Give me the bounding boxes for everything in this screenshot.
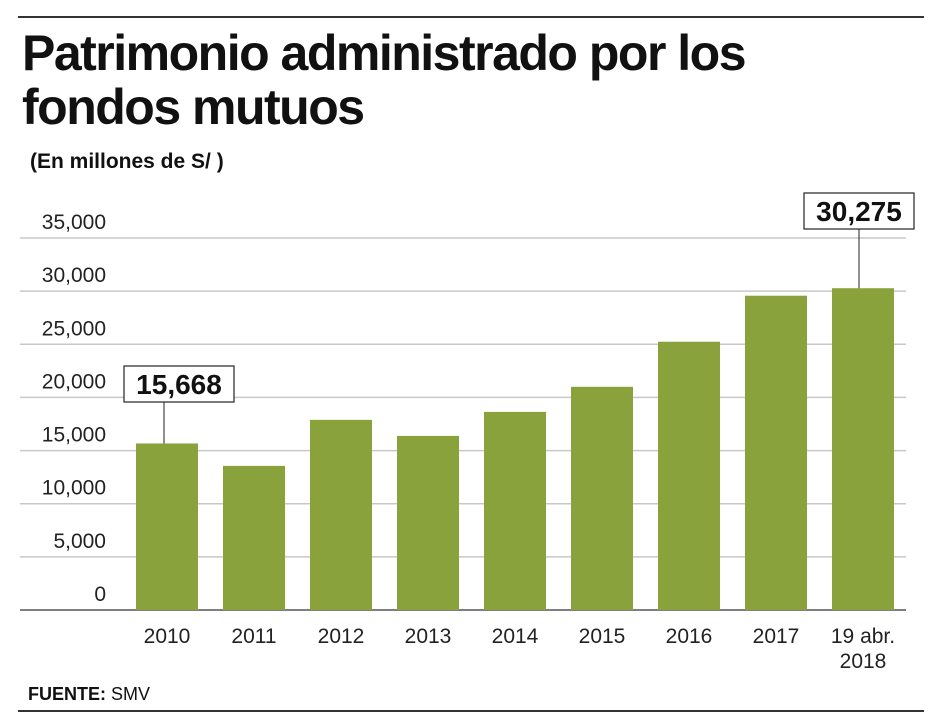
x-tick-label: 2017	[753, 625, 800, 648]
x-tick-label: 2016	[666, 625, 713, 648]
source-value: SMV	[111, 684, 151, 704]
x-tick-label: 2015	[579, 625, 626, 648]
x-tick-label: 19 abr.	[831, 625, 895, 648]
data-label: 15,668	[136, 369, 222, 400]
bar	[571, 386, 633, 610]
bar	[223, 465, 285, 610]
y-tick-label: 0	[94, 583, 106, 606]
bar	[745, 295, 807, 610]
x-tick-label: 2010	[144, 625, 191, 648]
bottom-rule	[18, 710, 924, 712]
y-tick-label: 20,000	[42, 370, 106, 393]
y-tick-label: 30,000	[42, 264, 106, 287]
y-tick-label: 35,000	[42, 211, 106, 234]
top-rule	[18, 16, 924, 18]
x-tick-label: 2013	[405, 625, 452, 648]
bar	[658, 341, 720, 610]
annotation-box	[803, 192, 915, 230]
bar	[310, 419, 372, 610]
x-tick-label: 2012	[318, 625, 365, 648]
source-label: FUENTE:	[28, 684, 106, 704]
bar	[397, 435, 459, 610]
y-tick-label: 5,000	[53, 530, 106, 553]
bar	[484, 411, 546, 610]
x-tick-label: 2018	[840, 650, 887, 673]
y-tick-label: 15,000	[42, 424, 106, 447]
chart-title: Patrimonio administrado por los fondos m…	[22, 25, 747, 135]
chart-subtitle: (En millones de S/ )	[30, 150, 224, 173]
annotation-box	[123, 365, 235, 403]
x-tick-label: 2011	[231, 625, 276, 648]
source-note: FUENTE: SMV	[28, 684, 150, 705]
y-tick-label: 25,000	[42, 317, 106, 340]
bar	[136, 443, 198, 610]
data-label: 30,275	[816, 196, 902, 227]
y-tick-label: 10,000	[42, 477, 106, 500]
x-tick-label: 2014	[492, 625, 539, 648]
bar	[832, 288, 894, 610]
